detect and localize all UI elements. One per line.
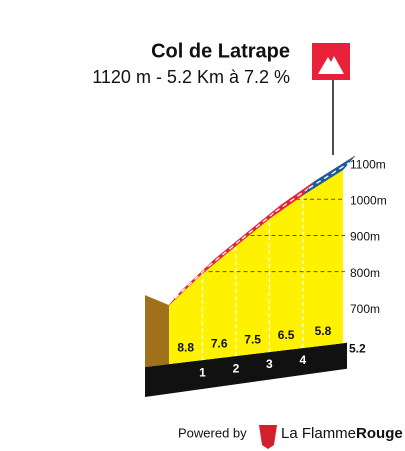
side-face <box>145 295 169 367</box>
ground <box>145 342 347 397</box>
y-tick-label: 1000m <box>350 193 387 207</box>
band-centerline <box>208 238 243 267</box>
y-tick-label: 900m <box>350 230 380 244</box>
gradient-label: 7.6 <box>211 336 228 350</box>
plot: 700m 800m 900m 1000m 1100m 1 2 3 4 5.2 8.8 7.6 7.5 6.… <box>145 155 387 397</box>
summit-flag <box>312 43 350 80</box>
gradient-band <box>302 155 356 196</box>
km-label: 1 <box>199 365 206 379</box>
brand-prefix: La Flamme <box>281 425 356 442</box>
km-end-label: 5.2 <box>349 341 366 355</box>
band-centerline <box>241 211 276 240</box>
band-centerline <box>308 162 350 189</box>
gradient-label: 8.8 <box>177 340 194 354</box>
gradient-label: 7.5 <box>244 332 261 346</box>
mountain-icon <box>318 56 344 74</box>
brand-logo <box>259 425 277 449</box>
gradient-label: 5.8 <box>315 324 332 338</box>
band-centerline <box>174 265 209 299</box>
profile-face <box>169 169 343 365</box>
chart-title: Col de Latrape <box>151 40 290 62</box>
y-tick-label: 1100m <box>350 157 386 171</box>
brand-suffix: Rouge <box>356 425 403 442</box>
km-label: 3 <box>266 357 273 371</box>
brand: La FlammeRouge <box>281 425 403 442</box>
y-tick-label: 800m <box>350 266 380 280</box>
band-centerline <box>275 187 310 213</box>
km-label: 2 <box>233 361 240 375</box>
powered-by: Powered by <box>178 425 247 440</box>
gradient-label: 6.5 <box>278 328 295 342</box>
km-label: 4 <box>300 353 307 367</box>
chart-subtitle: 1120 m - 5.2 Km à 7.2 % <box>92 67 290 87</box>
y-tick-label: 700m <box>350 302 380 316</box>
